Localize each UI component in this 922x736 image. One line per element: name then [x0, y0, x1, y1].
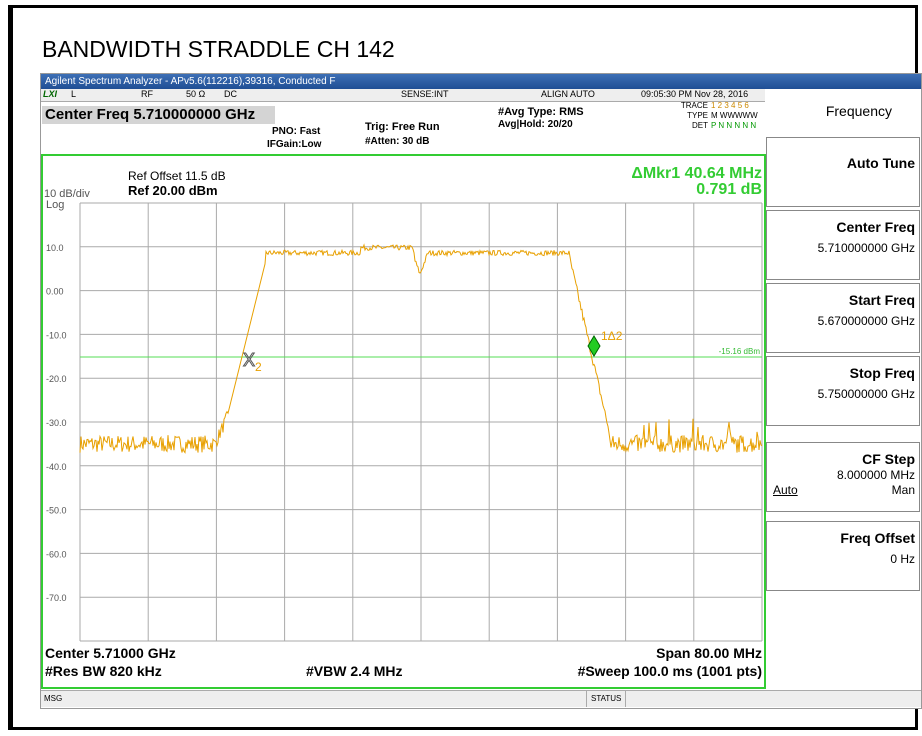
y-label: -70.0: [46, 593, 67, 603]
softkey-value: 0 Hz: [890, 552, 915, 566]
det-label: DET: [692, 121, 708, 130]
marker2-x: X: [243, 350, 255, 370]
ref: Ref 20.00 dBm: [128, 183, 218, 198]
line-label: -15.16 dBm: [719, 347, 761, 356]
y-label: -10.0: [46, 330, 67, 340]
softkey-value: 8.000000 MHz: [836, 468, 915, 482]
softkey-value: 5.750000000 GHz: [817, 387, 915, 401]
marker-value: 0.791 dB: [696, 181, 762, 198]
y-label: -50.0: [46, 506, 67, 516]
avg-type: #Avg Type: RMS: [498, 106, 584, 118]
trig: Trig: Free Run: [365, 121, 440, 133]
status: STATUS: [586, 691, 627, 707]
ref-offset: Ref Offset 11.5 dB: [128, 169, 226, 183]
datetime: 09:05:30 PM Nov 28, 2016: [641, 89, 749, 99]
atten: #Atten: 30 dB: [365, 136, 430, 147]
scale: 10 dB/div: [44, 188, 90, 200]
softkey-label: CF Step: [862, 451, 915, 467]
trace-label: TRACE: [680, 101, 708, 110]
y-label: -30.0: [46, 418, 67, 428]
marker1-label: 1Δ2: [601, 329, 623, 343]
marker2-label: 2: [255, 360, 262, 374]
lxi: LXI: [43, 89, 58, 99]
softkey-value: 5.710000000 GHz: [817, 241, 915, 255]
det-vals: P N N N N N: [711, 121, 757, 130]
softkey-right: Man: [891, 483, 915, 497]
grid: 10.0 0.00 -10.0 -20.0 -30.0 -40.0 -50.0 -60.0 -7…: [46, 202, 763, 642]
softkey[interactable]: Auto Tune: [766, 137, 920, 207]
graph-border: [41, 154, 766, 689]
marker-delta: ΔMkr1 40.64 MHz: [631, 165, 762, 182]
avg-hold: Avg|Hold: 20/20: [498, 119, 573, 130]
pno: PNO: Fast: [272, 126, 321, 137]
center-freq-box: Center Freq 5.710000000 GHz: [42, 106, 275, 124]
status-bar: MSG STATUS: [41, 690, 921, 707]
softkey[interactable]: Start Freq 5.670000000 GHz: [766, 283, 920, 353]
trace-labels: TRACE TYPE DET: [680, 101, 708, 131]
softkey-label: Stop Freq: [849, 365, 915, 381]
ifgain: IFGain:Low: [267, 139, 322, 150]
softkey-menu: Frequency: [766, 92, 918, 132]
menu-title: Frequency: [825, 103, 892, 119]
l: L: [71, 89, 77, 99]
softkey-left: Auto: [773, 483, 798, 497]
type-label: TYPE: [687, 111, 708, 120]
softkey-label: Start Freq: [848, 292, 915, 308]
marker1: [587, 335, 601, 357]
footer-vbw: #VBW 2.4 MHz: [306, 663, 402, 679]
softkey[interactable]: CF Step 8.000000 MHz Auto Man: [766, 442, 920, 512]
impedance: 50 Ω: [186, 89, 206, 99]
footer-center: Center 5.71000 GHz: [45, 645, 176, 661]
log: Log: [46, 199, 64, 211]
softkey[interactable]: Stop Freq 5.750000000 GHz: [766, 356, 920, 426]
softkey[interactable]: Freq Offset 0 Hz: [766, 521, 920, 591]
window-title: Agilent Spectrum Analyzer - APv5.6(11221…: [41, 74, 921, 89]
msg: MSG: [44, 694, 63, 703]
footer-rbw: #Res BW 820 kHz: [45, 663, 162, 679]
sense: SENSE:INT: [401, 89, 449, 99]
trace: [79, 243, 763, 454]
y-label: 10.0: [46, 243, 64, 253]
softkey-label: Center Freq: [836, 219, 915, 235]
footer-sweep: #Sweep 100.0 ms (1001 pts): [578, 663, 762, 679]
trace-nums: 1 2 3 4 5 6: [711, 101, 749, 110]
softkey-value: 5.670000000 GHz: [817, 314, 915, 328]
title: BANDWIDTH STRADDLE CH 142: [42, 36, 395, 62]
y-label: -60.0: [46, 549, 67, 559]
coupling: DC: [224, 89, 237, 99]
rf: RF: [141, 89, 153, 99]
y-label: -20.0: [46, 374, 67, 384]
y-label: -40.0: [46, 462, 67, 472]
softkey-label: Freq Offset: [840, 530, 915, 546]
footer-span: Span 80.00 MHz: [656, 645, 762, 661]
type-vals: M WWWWW: [711, 111, 758, 120]
softkey-label: Auto Tune: [846, 155, 915, 171]
softkey[interactable]: Center Freq 5.710000000 GHz: [766, 210, 920, 280]
status-row: LXI L RF 50 Ω DC SENSE:INT ALIGN AUTO 09…: [41, 89, 765, 102]
y-label: 0.00: [46, 287, 64, 297]
align: ALIGN AUTO: [541, 89, 595, 99]
